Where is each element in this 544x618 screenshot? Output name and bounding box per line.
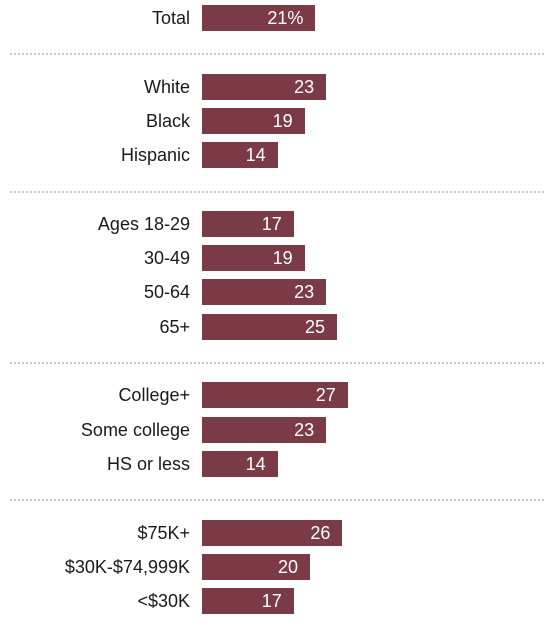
group-divider (10, 190, 544, 193)
category-label: Black (145, 110, 190, 131)
bar-row: Black 19 (0, 104, 544, 138)
value-label: 21% (267, 8, 304, 28)
bar-row: HS or less 14 (0, 447, 544, 481)
value-label: 19 (272, 248, 293, 269)
bar-row: 30-49 19 (0, 241, 544, 275)
bar-row: Hispanic 14 (0, 138, 544, 172)
value-label: 20 (277, 556, 298, 577)
group-divider (10, 53, 544, 56)
category-label: College+ (118, 385, 190, 406)
value-label: 17 (261, 213, 282, 234)
bar-row: 65+ 25 (0, 310, 544, 344)
bar-row: Some college 23 (0, 413, 544, 447)
bar: 26 (202, 519, 343, 546)
value-label: 23 (294, 282, 315, 303)
bar-row: 50-64 23 (0, 275, 544, 309)
category-label: 65+ (159, 316, 190, 337)
category-label: $75K+ (137, 522, 190, 543)
value-label: 14 (245, 145, 266, 166)
bar: 14 (202, 450, 278, 477)
bar-row: $30K-$74,999K 20 (0, 550, 544, 584)
category-label: Hispanic (120, 145, 190, 166)
group-divider (10, 362, 544, 364)
bar-row: College+ 27 (0, 378, 544, 412)
category-label: Some college (80, 419, 190, 440)
value-label: 23 (294, 76, 315, 97)
value-label: 25 (304, 316, 325, 337)
bar: 23 (202, 416, 327, 443)
bar: 17 (202, 210, 294, 237)
category-label: HS or less (106, 453, 190, 474)
category-label: White (143, 76, 190, 97)
bar: 21% (202, 5, 316, 31)
value-label: 17 (261, 591, 282, 612)
category-label: <$30K (137, 591, 190, 612)
bar: 23 (202, 73, 327, 100)
bar-row: Ages 18-29 17 (0, 207, 544, 241)
bar: 14 (202, 142, 278, 169)
bar: 25 (202, 313, 337, 340)
bar-row: <$30K 17 (0, 584, 544, 618)
value-label: 23 (294, 419, 315, 440)
bar-row: White 23 (0, 70, 544, 104)
bar: 23 (202, 279, 327, 306)
category-label: 30-49 (143, 248, 190, 269)
category-label: 50-64 (143, 282, 190, 303)
category-label: $30K-$74,999K (64, 556, 190, 577)
group-divider (10, 499, 544, 502)
bar: 27 (202, 382, 348, 409)
category-label: Ages 18-29 (97, 213, 190, 234)
value-label: 27 (315, 385, 336, 406)
bar: 19 (202, 107, 305, 134)
bar: 20 (202, 553, 310, 580)
bar-row: $75K+ 26 (0, 516, 544, 550)
value-label: 19 (272, 110, 293, 131)
value-label: 14 (245, 453, 266, 474)
category-label: Total (151, 8, 190, 28)
bar: 17 (202, 588, 294, 615)
bar-row: Total 21% (0, 1, 544, 35)
bar: 19 (202, 245, 305, 272)
value-label: 26 (310, 522, 331, 543)
